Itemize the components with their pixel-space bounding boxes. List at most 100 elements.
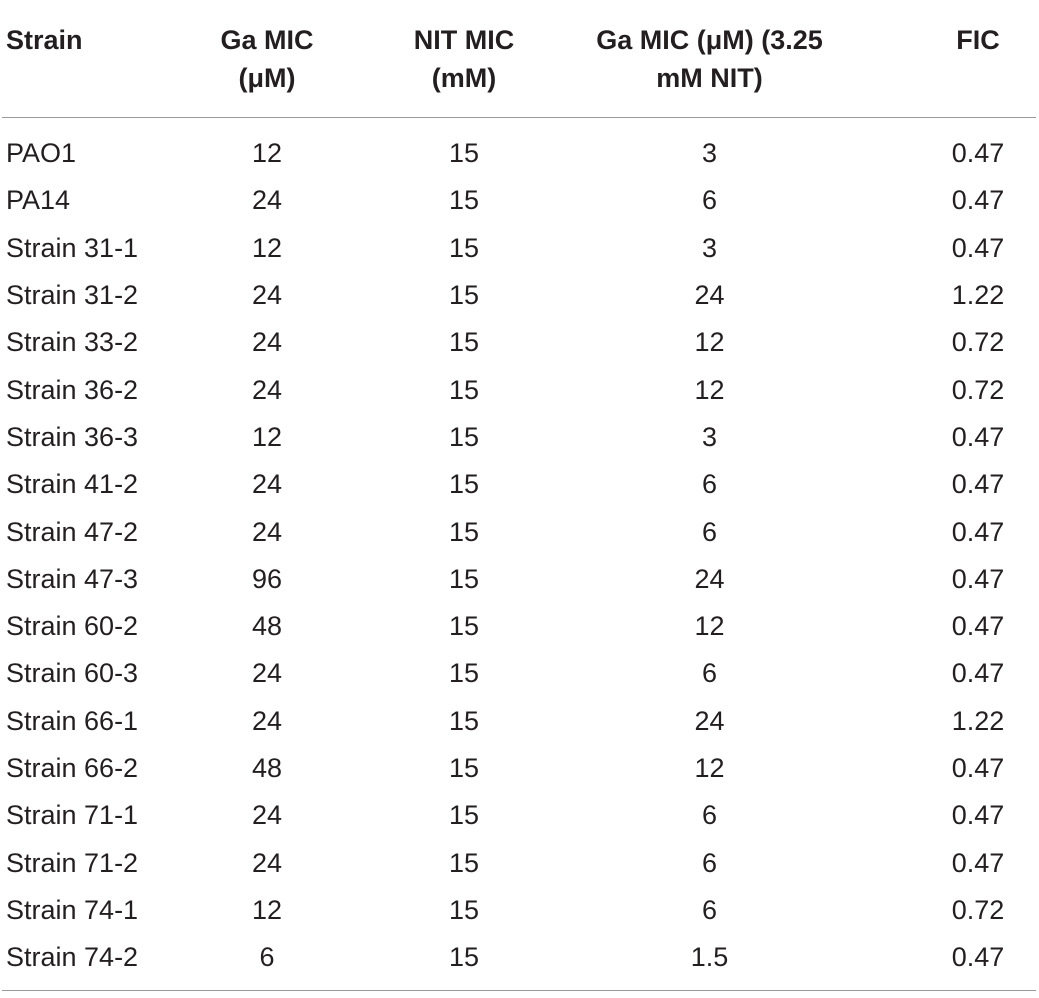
cell-strain: Strain 60-2 bbox=[6, 611, 139, 642]
cell-ga-mic-with-nit: 6 bbox=[701, 185, 718, 216]
table-row: Strain 71-1 24 15 6 0.47 bbox=[2, 792, 1036, 839]
cell-ga-mic-with-nit: 24 bbox=[694, 280, 725, 311]
cell-fic: 1.22 bbox=[951, 705, 1005, 736]
cell-ga-mic-with-nit: 1.5 bbox=[690, 942, 729, 973]
cell-ga-mic: 24 bbox=[251, 705, 283, 736]
cell-strain: PA14 bbox=[6, 185, 71, 216]
cell-ga-mic: 24 bbox=[251, 800, 283, 831]
cell-ga-mic: 24 bbox=[251, 280, 283, 311]
cell-nit-mic: 15 bbox=[448, 942, 480, 973]
cell-ga-mic-with-nit: 12 bbox=[694, 327, 725, 358]
cell-ga-mic-with-nit: 24 bbox=[694, 563, 725, 594]
cell-fic: 0.47 bbox=[951, 753, 1005, 783]
table-row: Strain 36-2 24 15 12 0.72 bbox=[2, 366, 1036, 413]
cell-strain: Strain 71-1 bbox=[6, 800, 139, 831]
cell-ga-mic: 12 bbox=[251, 138, 283, 169]
header-nit-mic-line2: (mM) bbox=[431, 63, 497, 93]
table-bottom-rule bbox=[2, 990, 1036, 991]
header-ga-mic-line2: (μM) bbox=[238, 63, 296, 93]
cell-fic: 0.47 bbox=[951, 563, 1005, 594]
cell-fic: 0.47 bbox=[951, 942, 1005, 973]
cell-nit-mic: 15 bbox=[448, 374, 480, 405]
cell-ga-mic: 24 bbox=[251, 327, 283, 358]
cell-nit-mic: 15 bbox=[448, 563, 480, 594]
header-ga-mic-line1: Ga MIC bbox=[220, 25, 314, 55]
cell-ga-mic: 48 bbox=[251, 611, 283, 642]
table-row: Strain 74-1 12 15 6 0.72 bbox=[2, 887, 1036, 934]
table-row: Strain 33-2 24 15 12 0.72 bbox=[2, 319, 1036, 366]
header-ga-mic: Ga MIC (μM) bbox=[169, 0, 365, 118]
cell-nit-mic: 15 bbox=[448, 847, 480, 878]
cell-ga-mic-with-nit: 12 bbox=[694, 611, 725, 642]
cell-nit-mic: 15 bbox=[448, 327, 480, 358]
cell-nit-mic: 15 bbox=[448, 894, 480, 925]
header-strain: Strain bbox=[2, 0, 169, 118]
cell-strain: Strain 36-2 bbox=[6, 374, 139, 405]
cell-fic: 0.47 bbox=[951, 138, 1005, 169]
cell-ga-mic: 12 bbox=[251, 232, 283, 263]
cell-nit-mic: 15 bbox=[448, 753, 480, 783]
cell-ga-mic: 24 bbox=[251, 374, 283, 405]
table-header: Strain Ga MIC (μM) NIT MIC (mM) Ga MIC (… bbox=[2, 0, 1036, 118]
cell-ga-mic: 12 bbox=[251, 421, 283, 452]
cell-ga-mic-with-nit: 3 bbox=[701, 421, 718, 452]
cell-ga-mic-with-nit: 6 bbox=[701, 847, 718, 878]
table-row: Strain 74-2 6 15 1.5 0.47 bbox=[2, 934, 1036, 993]
cell-strain: Strain 66-2 bbox=[6, 753, 139, 783]
cell-fic: 0.47 bbox=[951, 469, 1005, 500]
cell-ga-mic-with-nit: 6 bbox=[701, 800, 718, 831]
cell-ga-mic-with-nit: 12 bbox=[694, 374, 725, 405]
cell-fic: 1.22 bbox=[951, 280, 1005, 311]
cell-ga-mic-with-nit: 12 bbox=[694, 753, 725, 783]
cell-fic: 0.47 bbox=[951, 185, 1005, 216]
cell-ga-mic: 24 bbox=[251, 185, 283, 216]
table-row: Strain 31-1 12 15 3 0.47 bbox=[2, 225, 1036, 272]
table-row: Strain 41-2 24 15 6 0.47 bbox=[2, 461, 1036, 508]
table-row: Strain 47-3 96 15 24 0.47 bbox=[2, 556, 1036, 603]
header-ga-mic-with-nit-line2: mM NIT) bbox=[656, 63, 763, 93]
cell-strain: Strain 36-3 bbox=[6, 421, 139, 452]
cell-strain: Strain 41-2 bbox=[6, 469, 139, 500]
cell-fic: 0.47 bbox=[951, 800, 1005, 831]
header-strain-label: Strain bbox=[6, 25, 83, 55]
table-row: PA14 24 15 6 0.47 bbox=[2, 177, 1036, 224]
cell-ga-mic: 12 bbox=[251, 894, 283, 925]
cell-strain: Strain 74-1 bbox=[6, 894, 139, 925]
cell-strain: Strain 66-1 bbox=[6, 705, 139, 736]
table-row: Strain 60-2 48 15 12 0.47 bbox=[2, 603, 1036, 650]
cell-nit-mic: 15 bbox=[448, 421, 480, 452]
header-nit-mic: NIT MIC (mM) bbox=[365, 0, 563, 118]
cell-nit-mic: 15 bbox=[448, 232, 480, 263]
cell-fic: 0.72 bbox=[951, 374, 1005, 405]
cell-ga-mic-with-nit: 3 bbox=[701, 138, 718, 169]
cell-ga-mic: 48 bbox=[251, 753, 283, 783]
table-row: PAO1 12 15 3 0.47 bbox=[2, 118, 1036, 178]
cell-nit-mic: 15 bbox=[448, 611, 480, 642]
cell-nit-mic: 15 bbox=[448, 516, 480, 547]
cell-ga-mic-with-nit: 6 bbox=[701, 469, 718, 500]
cell-fic: 0.47 bbox=[951, 611, 1005, 642]
cell-fic: 0.47 bbox=[951, 516, 1005, 547]
cell-strain: Strain 60-3 bbox=[6, 658, 139, 689]
header-nit-mic-line1: NIT MIC bbox=[413, 25, 515, 55]
cell-fic: 0.47 bbox=[951, 421, 1005, 452]
cell-strain: Strain 47-2 bbox=[6, 516, 139, 547]
cell-ga-mic: 24 bbox=[251, 658, 283, 689]
cell-ga-mic: 24 bbox=[251, 469, 283, 500]
table-row: Strain 31-2 24 15 24 1.22 bbox=[2, 272, 1036, 319]
cell-nit-mic: 15 bbox=[448, 469, 480, 500]
cell-ga-mic-with-nit: 6 bbox=[701, 894, 718, 925]
cell-strain: Strain 71-2 bbox=[6, 847, 139, 878]
cell-strain: Strain 33-2 bbox=[6, 327, 139, 358]
cell-fic: 0.72 bbox=[951, 327, 1005, 358]
cell-ga-mic-with-nit: 6 bbox=[701, 516, 718, 547]
table-row: Strain 71-2 24 15 6 0.47 bbox=[2, 839, 1036, 886]
cell-nit-mic: 15 bbox=[448, 185, 480, 216]
header-row: Strain Ga MIC (μM) NIT MIC (mM) Ga MIC (… bbox=[2, 0, 1036, 118]
cell-ga-mic-with-nit: 24 bbox=[694, 705, 725, 736]
header-ga-mic-with-nit-line1: Ga MIC (μM) (3.25 bbox=[596, 25, 823, 55]
cell-nit-mic: 15 bbox=[448, 138, 480, 169]
table-row: Strain 66-2 48 15 12 0.47 bbox=[2, 745, 1036, 792]
